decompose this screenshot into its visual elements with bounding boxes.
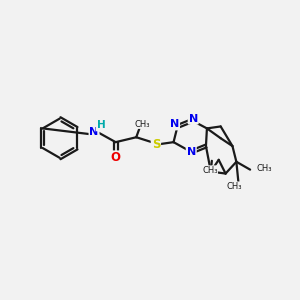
Text: H: H: [97, 121, 105, 130]
Text: S: S: [152, 138, 160, 151]
Text: N: N: [170, 119, 179, 130]
Text: CH₃: CH₃: [256, 164, 272, 173]
Text: N: N: [189, 114, 198, 124]
Text: CH₃: CH₃: [202, 166, 218, 175]
Text: CH₃: CH₃: [134, 120, 150, 129]
Text: N: N: [89, 127, 99, 137]
Text: CH₃: CH₃: [227, 182, 242, 191]
Text: O: O: [111, 152, 121, 164]
Text: N: N: [187, 147, 196, 157]
